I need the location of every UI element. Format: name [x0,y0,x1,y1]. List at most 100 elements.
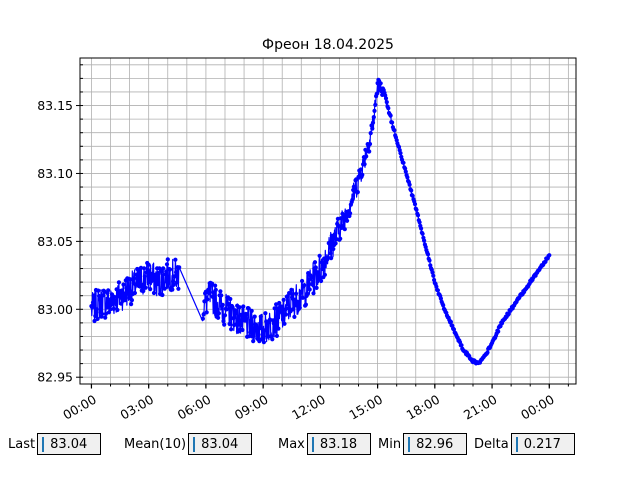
data-point [213,287,218,292]
data-point [176,286,181,291]
data-point [140,282,145,287]
data-point [329,256,334,261]
data-point [100,293,105,298]
data-point [100,311,105,317]
data-point [96,288,101,293]
last-value: 83.04 [50,436,88,452]
data-point [231,316,236,321]
data-point [280,304,285,309]
data-point [297,305,302,310]
data-point [438,296,443,301]
data-point [360,172,365,177]
mean-value: 83.04 [201,436,239,452]
data-layer [89,77,552,366]
data-point [165,257,170,262]
delta-value: 0.217 [523,436,561,452]
data-point [338,236,343,241]
data-point [305,291,310,297]
data-point [370,126,375,131]
data-point [241,304,246,309]
text-cursor [408,436,411,452]
data-point [110,302,115,307]
y-axis: 82.95 83.00 83.05 83.10 83.15 [37,64,83,385]
data-point [205,297,210,302]
x-tick-label: 12:00 [289,392,328,423]
freon-chart: Фреон 18.04.2025 82.95 83.00 83.05 83.10 83.… [37,37,577,423]
data-point [319,260,324,265]
data-point [167,267,173,272]
data-point [121,282,126,287]
data-point [355,190,360,195]
max-value-field[interactable]: 83.18 [306,433,371,455]
data-point [247,334,252,339]
x-tick-label: 15:00 [346,392,385,423]
data-point [128,277,133,282]
data-point [202,299,207,304]
data-point [422,238,427,243]
data-point [407,182,412,187]
data-point [106,288,111,293]
data-point [97,297,102,302]
data-point [280,317,286,322]
data-point [405,175,410,180]
last-value-field[interactable]: 83.04 [37,433,102,455]
mean-value-field[interactable]: 83.04 [188,433,253,455]
data-point [112,294,117,299]
x-tick-label: 18:00 [404,392,443,423]
data-point [300,278,305,284]
data-point [222,322,227,327]
min-value: 82.96 [416,436,454,452]
data-point [251,339,256,344]
data-point [368,131,373,136]
data-point [134,272,139,277]
data-point [122,298,128,303]
min-value-field[interactable]: 82.96 [403,433,468,455]
data-point [230,305,235,310]
data-point [392,128,397,133]
data-point [367,141,373,147]
data-point [270,337,275,342]
data-point [109,296,114,301]
data-point [327,241,332,246]
data-point [111,306,116,311]
data-point [200,316,205,321]
data-point [104,304,109,309]
data-point [311,291,316,296]
data-point [171,279,176,284]
y-tick-label: 82.95 [37,370,73,385]
stat-max: Max 83.18 [278,432,371,456]
data-point [237,305,242,310]
data-point [317,253,322,258]
chart-title: Фреон 18.04.2025 [262,37,394,53]
data-point [378,81,383,86]
stat-mean: Mean(10) 83.04 [124,432,253,456]
data-point [142,274,147,279]
data-point [209,281,215,286]
data-point [97,293,102,299]
data-point [435,288,440,293]
stat-delta: Delta 0.217 [474,432,575,456]
data-point [320,266,325,272]
stat-last: Last 83.04 [8,432,102,456]
text-cursor [42,436,45,452]
data-point [228,296,233,302]
data-point [328,251,333,256]
data-point [114,287,119,292]
data-point [351,184,356,189]
data-point [132,290,137,296]
data-point [261,334,266,339]
delta-value-field[interactable]: 0.217 [510,433,575,455]
mean-label: Mean(10) [124,436,187,452]
data-point [227,321,232,326]
data-point [250,334,255,339]
data-point [161,266,166,271]
data-point [108,307,113,312]
data-point [370,120,376,125]
data-point [103,311,108,316]
data-point [254,325,260,330]
data-point [252,314,257,319]
data-point [342,227,347,232]
data-point [151,278,156,283]
data-point [218,289,223,294]
data-point [273,324,278,329]
